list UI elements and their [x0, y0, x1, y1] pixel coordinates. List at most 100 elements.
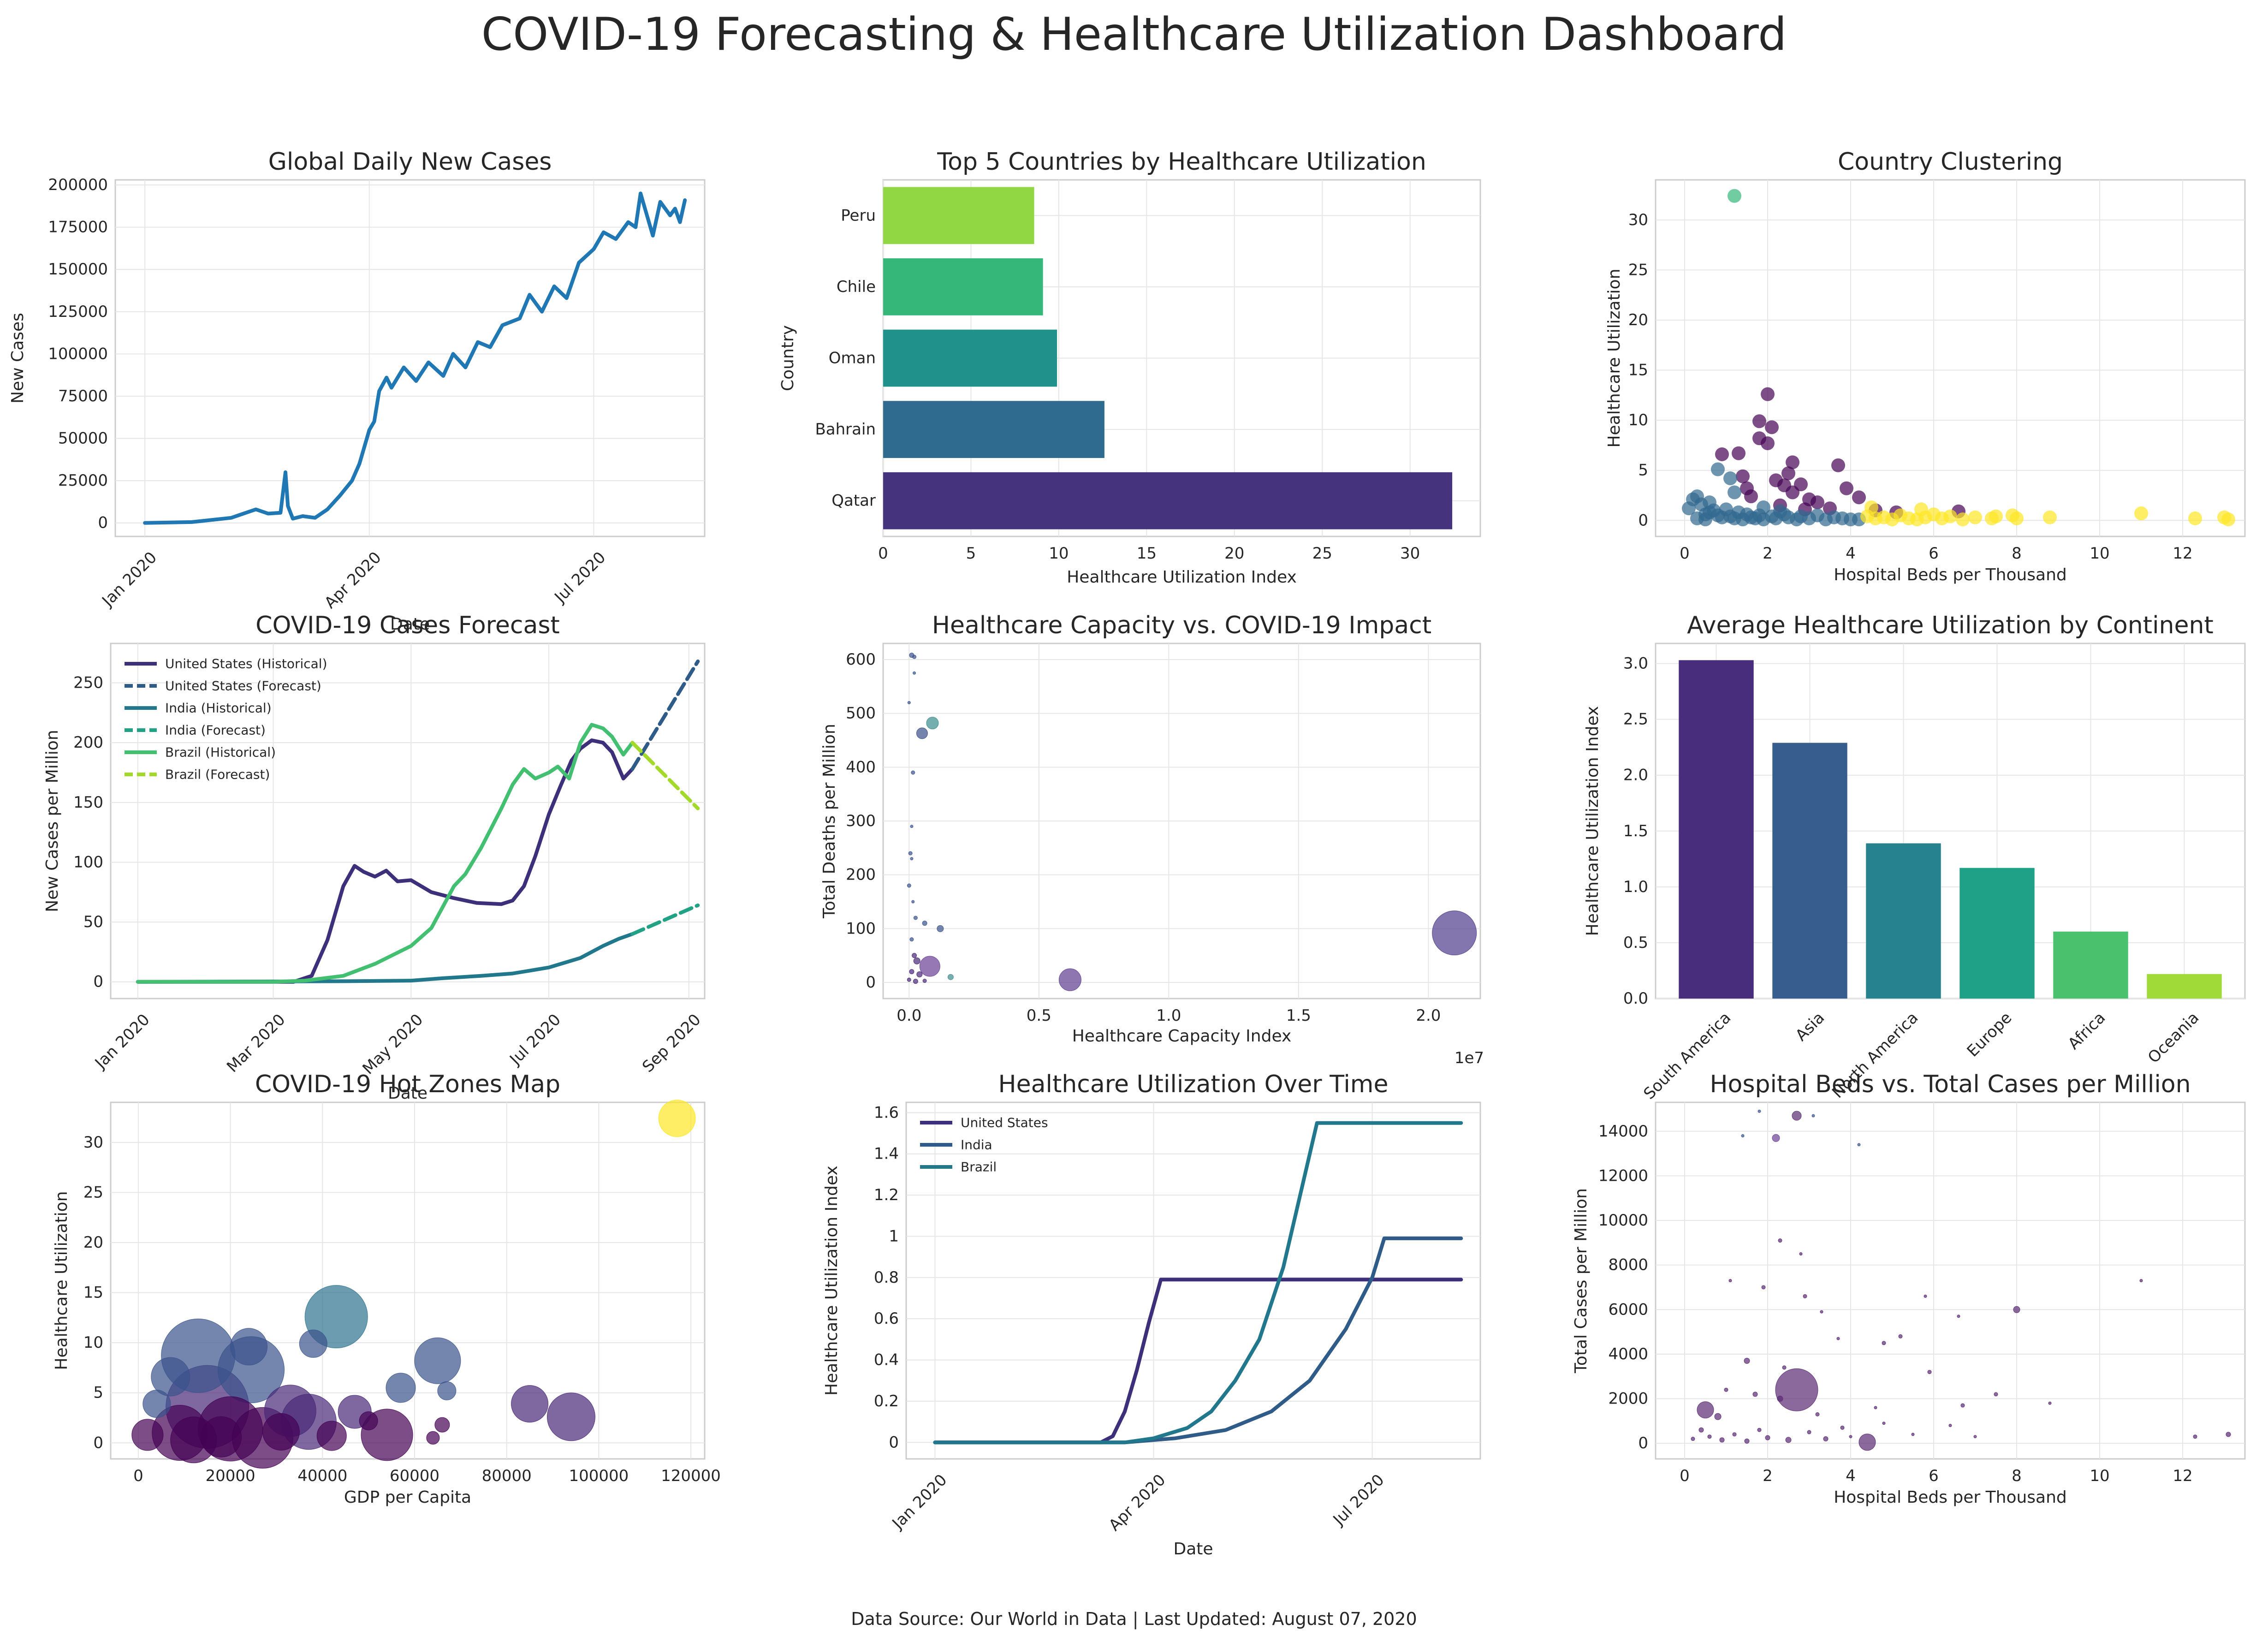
y-tick-label: 1.2	[874, 1186, 899, 1204]
y-tick-label: 0.2	[874, 1392, 899, 1410]
data-point	[262, 1413, 300, 1451]
x-tick-label: 8	[2012, 1467, 2022, 1485]
y-tick-label: 20	[1628, 311, 1648, 329]
y-tick-label: 0.4	[874, 1351, 899, 1369]
data-point	[1707, 1434, 1712, 1439]
y-tick-label: 1.0	[1623, 878, 1648, 896]
y-tick-label: 250	[73, 674, 103, 692]
x-axis-label: Healthcare Capacity Index	[1072, 1027, 1292, 1046]
data-point	[1741, 1134, 1745, 1137]
data-point	[913, 916, 918, 920]
y-axis-label: Healthcare Utilization Index	[822, 1166, 841, 1396]
bar	[883, 258, 1043, 315]
data-point	[1849, 1435, 1852, 1439]
y-tick-label: 150000	[48, 260, 108, 279]
data-point	[546, 1392, 595, 1441]
y-tick-label: 10	[83, 1333, 103, 1352]
chart-title: Healthcare Capacity vs. COVID-19 Impact	[932, 612, 1431, 639]
y-tick-label: 30	[1628, 211, 1648, 229]
y-axis-label: New Cases	[8, 313, 27, 404]
chart-title: Average Healthcare Utilization by Contin…	[1687, 612, 2214, 639]
cluster-3-point	[2221, 512, 2235, 527]
x-tick-label: 0.0	[897, 1006, 921, 1025]
cluster-0-point	[1715, 447, 1729, 461]
chart-clustering: Country Clustering 0 5 10 15 20 25 30 0 2 4 6 8 10 12 H…	[1605, 148, 2246, 584]
x-tick-label: 20000	[206, 1467, 255, 1485]
bar	[2147, 974, 2222, 999]
y-tick-label: 0.5	[1623, 934, 1648, 952]
data-point	[437, 1381, 457, 1400]
data-point	[1761, 1285, 1766, 1290]
x-tick-label: 10	[2090, 1467, 2109, 1485]
data-point	[2226, 1432, 2231, 1437]
data-point	[1882, 1422, 1886, 1425]
data-point	[1744, 1357, 1750, 1364]
bar	[2053, 931, 2128, 999]
data-point	[913, 957, 920, 964]
chart-capacity_impact: Healthcare Capacity vs. COVID-19 Impact 0…	[820, 612, 1484, 1067]
legend: United States (Historical) United States …	[125, 656, 327, 782]
cluster-1-point	[1703, 505, 1716, 519]
bar	[1959, 868, 2035, 999]
y-tick-label: 10	[1628, 411, 1648, 429]
y-tick-label: 0	[1638, 511, 1648, 529]
data-point	[1874, 1406, 1877, 1410]
y-tick-label: 300	[846, 812, 876, 830]
y-tick-label: Chile	[837, 278, 876, 296]
x-tick-label: 5	[966, 544, 976, 563]
y-tick-label: 400	[846, 758, 876, 776]
data-point	[1698, 1427, 1704, 1433]
data-point	[1719, 1437, 1725, 1443]
data-point	[911, 770, 915, 775]
data-point	[1432, 910, 1477, 956]
y-tick-label: 2.5	[1623, 710, 1648, 729]
chart-top5_utilization: Top 5 Countries by Healthcare Utilizatio…	[778, 148, 1481, 587]
y-tick-label: 25	[83, 1183, 103, 1202]
data-point	[1778, 1238, 1782, 1243]
data-point	[1058, 968, 1081, 991]
cluster-0-point	[1811, 495, 1824, 510]
y-axis-label: Healthcare Utilization Index	[1583, 706, 1602, 936]
x-tick-label: 2.0	[1416, 1006, 1441, 1025]
legend-label: United States	[961, 1115, 1048, 1130]
y-tick-label: 100	[73, 853, 103, 871]
y-tick-label: 0	[98, 514, 108, 532]
y-tick-label: 6000	[1608, 1300, 1648, 1319]
y-tick-label: Qatar	[831, 492, 876, 510]
data-point	[913, 979, 918, 984]
y-tick-label: 3.0	[1623, 654, 1648, 673]
y-tick-label: 0	[1638, 1434, 1648, 1452]
y-tick-label: 1.5	[1623, 822, 1648, 840]
data-point	[1777, 1396, 1783, 1402]
x-axis-label: Healthcare Utilization Index	[1067, 568, 1297, 587]
y-tick-label: 200	[846, 866, 876, 884]
data-point	[908, 851, 913, 856]
data-point	[1772, 1134, 1780, 1142]
data-point	[2193, 1434, 2197, 1439]
y-tick-label: 0	[889, 1433, 899, 1452]
y-tick-label: Oman	[829, 349, 876, 368]
chart-continent_avg: Average Healthcare Utilization by Contin…	[1583, 612, 2246, 1103]
y-axis-label: Country	[778, 325, 797, 391]
x-tick-label: Jul 2020	[505, 1011, 564, 1070]
x-tick-label: Asia	[1792, 1009, 1829, 1045]
data-point	[919, 956, 940, 977]
cluster-0-point	[1744, 489, 1758, 504]
y-tick-label: 75000	[58, 387, 108, 405]
x-tick-label: 2	[1763, 544, 1773, 563]
y-tick-label: 150	[73, 793, 103, 812]
bar	[1866, 843, 1941, 999]
cluster-1-point	[1711, 462, 1725, 476]
data-point	[2139, 1279, 2143, 1282]
bar	[883, 472, 1453, 529]
cluster-3-point	[1914, 502, 1928, 517]
x-axis-exponent: 1e7	[1455, 1049, 1484, 1067]
y-tick-label: 600	[846, 650, 876, 669]
data-point	[910, 825, 914, 828]
data-point	[1728, 1279, 1732, 1282]
chart-title: COVID-19 Cases Forecast	[255, 612, 560, 639]
cluster-0-point	[1794, 477, 1808, 492]
cluster-3-point	[2188, 511, 2202, 525]
data-point	[658, 1100, 696, 1137]
